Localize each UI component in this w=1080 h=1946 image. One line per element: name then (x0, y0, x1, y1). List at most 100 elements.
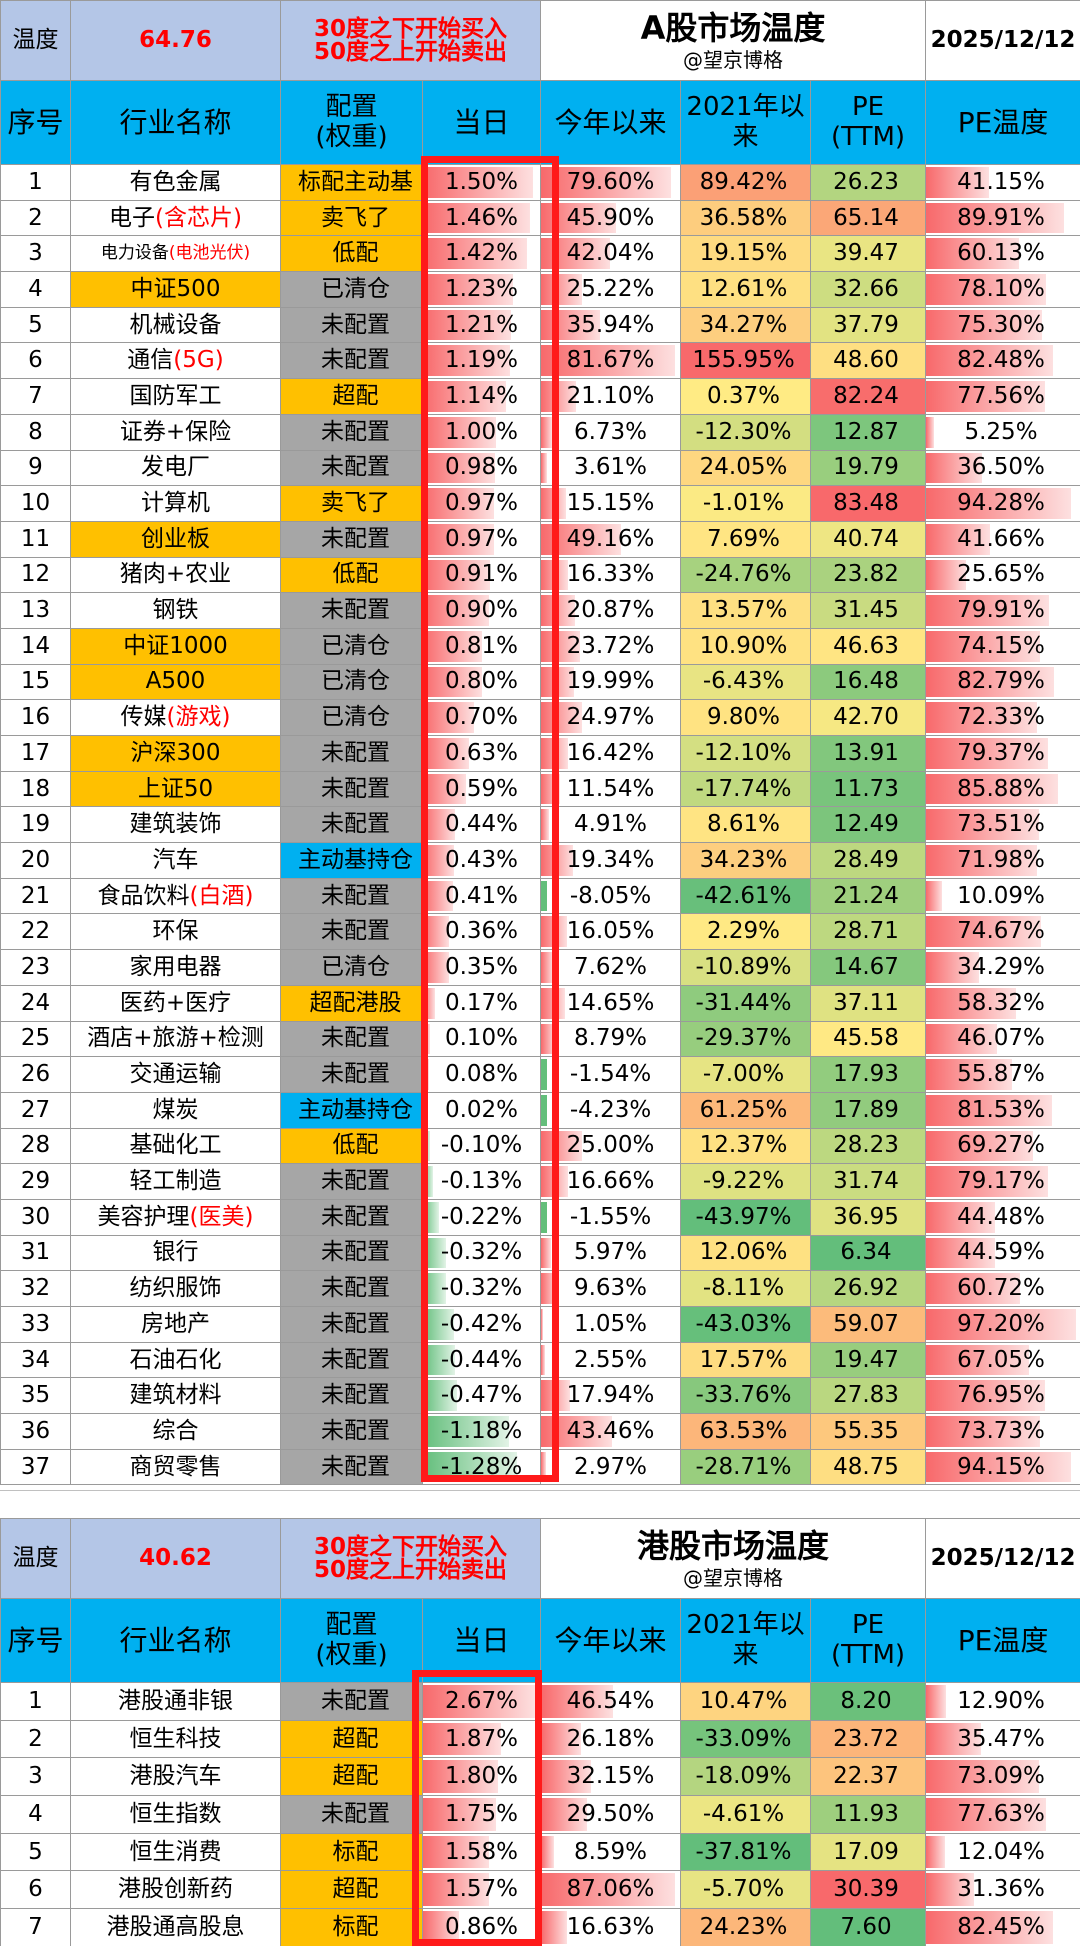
pe-ttm: 30.39 (810, 1870, 927, 1910)
since-2021-change: -4.61% (680, 1795, 812, 1834)
ytd-change: 7.62% (540, 949, 682, 986)
since-2021-change: -12.30% (680, 413, 812, 451)
since-2021-change: -29.37% (680, 1020, 812, 1058)
since-2021-change: 61.25% (680, 1091, 812, 1129)
ytd-change-bar (541, 1166, 569, 1197)
ytd-change: 15.15% (540, 485, 682, 522)
pe-ttm: 46.63 (810, 627, 927, 665)
since-2021-change: 0.37% (680, 378, 812, 415)
ytd-change-bar (541, 416, 553, 448)
day-change-bar (423, 1416, 510, 1447)
industry-name: 交通运输 (70, 1056, 281, 1093)
day-change-bar (423, 1760, 499, 1794)
pe-ttm: 82.24 (810, 378, 927, 415)
ytd-change: 16.33% (540, 556, 682, 594)
industry-name: 港股通高股息 (70, 1908, 281, 1946)
pe-temperature: 72.33% (925, 699, 1080, 736)
allocation-config: 未配置 (280, 1020, 423, 1058)
pe-temperature: 69.27% (925, 1127, 1080, 1165)
row-index: 16 (0, 699, 71, 736)
ytd-change-bar (541, 1023, 556, 1055)
pe-temperature-bar (926, 987, 1016, 1019)
pe-temperature: 60.13% (925, 235, 1080, 273)
pe-ttm: 55.35 (810, 1413, 927, 1450)
day-change-bar (423, 1798, 497, 1831)
pe-temperature: 34.29% (925, 949, 1080, 986)
row-index: 13 (0, 592, 71, 629)
day-change: 0.97% (421, 485, 542, 522)
pe-ttm: 31.45 (810, 592, 927, 629)
pe-temperature: 77.63% (925, 1795, 1080, 1834)
ytd-change-bar (541, 1873, 676, 1907)
col-day: 当日 (421, 1598, 542, 1683)
day-change: 0.98% (421, 449, 542, 487)
pe-temperature: 71.98% (925, 842, 1080, 879)
ytd-change-bar (541, 916, 568, 948)
ytd-change-bar (541, 1798, 587, 1831)
pe-ttm: 28.49 (810, 842, 927, 879)
pe-ttm: 42.70 (810, 699, 927, 736)
row-index: 9 (0, 449, 71, 487)
industry-name: 建筑材料 (70, 1377, 281, 1415)
pe-temperature: 5.25% (925, 413, 1080, 451)
pe-temperature-bar (926, 666, 1054, 698)
pe-ttm: 13.91 (810, 735, 927, 772)
day-change-bar (423, 630, 483, 662)
industry-name: 石油石化 (70, 1341, 281, 1379)
table-row: 37 商贸零售 未配置 -1.28% 2.97% -28.71% 48.75 94.15% (0, 1448, 1080, 1486)
ytd-change: 49.16% (540, 520, 682, 558)
ytd-change-bar (541, 1201, 547, 1233)
allocation-config: 未配置 (280, 1795, 423, 1834)
day-change-bar (423, 1722, 502, 1756)
pe-temperature: 97.20% (925, 1306, 1080, 1343)
industry-name: 港股汽车 (70, 1757, 281, 1797)
pe-temperature-bar (926, 773, 1059, 805)
pe-temperature-bar (926, 452, 983, 484)
ytd-change: 24.97% (540, 699, 682, 736)
pe-temperature-bar (926, 1094, 1052, 1126)
industry-name: 计算机 (70, 485, 281, 522)
pe-temperature: 82.48% (925, 342, 1080, 380)
pe-temperature-bar (926, 345, 1054, 377)
industry-name: 银行 (70, 1234, 281, 1272)
pe-ttm: 21.24 (810, 877, 927, 915)
pe-ttm: 8.20 (810, 1682, 927, 1721)
pe-temperature: 73.51% (925, 806, 1080, 844)
ytd-change: 16.63% (540, 1908, 682, 1946)
col-pe-temp: PE温度 (925, 80, 1080, 165)
table-row: 1 港股通非银 未配置 2.67% 46.54% 10.47% 8.20 12.90% (0, 1682, 1080, 1721)
ytd-change: 16.42% (540, 735, 682, 772)
day-change-bar (423, 845, 455, 876)
day-change: 1.58% (421, 1832, 542, 1872)
ytd-change-bar (541, 738, 568, 769)
pe-temperature-bar (926, 523, 991, 555)
day-change-bar (423, 309, 512, 341)
table-row: 5 恒生消费 标配 1.58% 8.59% -37.81% 17.09 12.04% (0, 1832, 1080, 1872)
ytd-change-bar (541, 1911, 567, 1944)
industry-name: 恒生消费 (70, 1832, 281, 1872)
day-change: 1.80% (421, 1757, 542, 1797)
allocation-config: 未配置 (280, 770, 423, 808)
market-subtitle: @望京博格 (683, 47, 784, 72)
ytd-change-bar (541, 452, 547, 484)
pe-temperature: 41.66% (925, 520, 1080, 558)
ytd-change: 23.72% (540, 627, 682, 665)
since-2021-change: 155.95% (680, 342, 812, 380)
industry-name: 上证50 (70, 770, 281, 808)
pe-ttm: 17.93 (810, 1056, 927, 1093)
pe-temperature: 60.72% (925, 1270, 1080, 1307)
ytd-change: -8.05% (540, 877, 682, 915)
day-change: 0.44% (421, 806, 542, 844)
allocation-config: 未配置 (280, 1682, 423, 1721)
table-row: 12 猪肉+农业 低配 0.91% 16.33% -24.76% 23.82 25.65% (0, 556, 1080, 594)
since-2021-change: -33.09% (680, 1719, 812, 1759)
pe-temperature-bar (926, 1911, 1054, 1944)
ytd-change-bar (541, 987, 565, 1019)
industry-name: 机械设备 (70, 306, 281, 344)
day-change: 1.23% (421, 271, 542, 308)
pe-temperature-bar (926, 381, 1046, 412)
pe-temperature-bar (926, 167, 990, 198)
day-change: 0.43% (421, 842, 542, 879)
ytd-change: 6.73% (540, 413, 682, 451)
table-row: 24 医药+医疗 超配港股 0.17% 14.65% -31.44% 37.11 58.32% (0, 984, 1080, 1022)
